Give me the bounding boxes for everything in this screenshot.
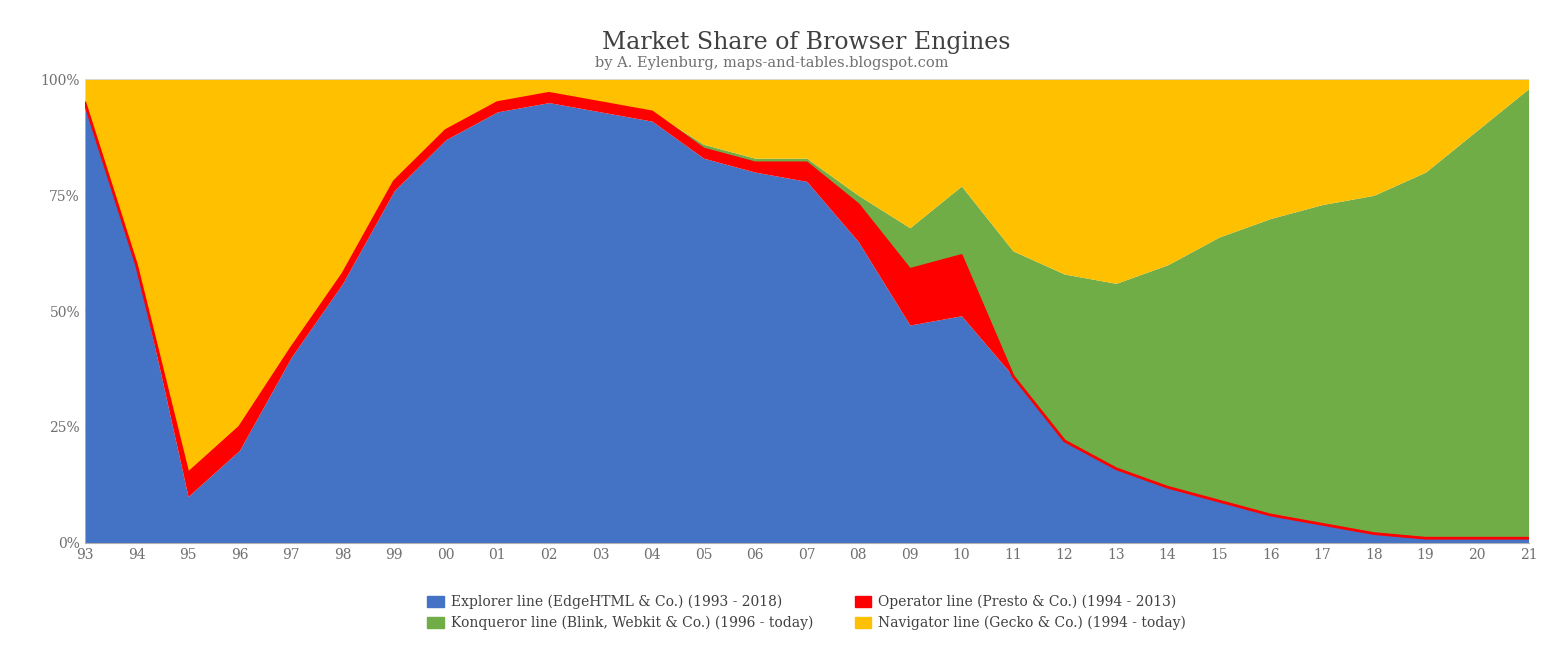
Title: Market Share of Browser Engines: Market Share of Browser Engines — [602, 31, 1011, 54]
Legend: Explorer line (EdgeHTML & Co.) (1993 - 2018), Konqueror line (Blink, Webkit & Co: Explorer line (EdgeHTML & Co.) (1993 - 2… — [422, 589, 1192, 636]
Text: by A. Eylenburg, maps-and-tables.blogspot.com: by A. Eylenburg, maps-and-tables.blogspo… — [596, 56, 948, 70]
